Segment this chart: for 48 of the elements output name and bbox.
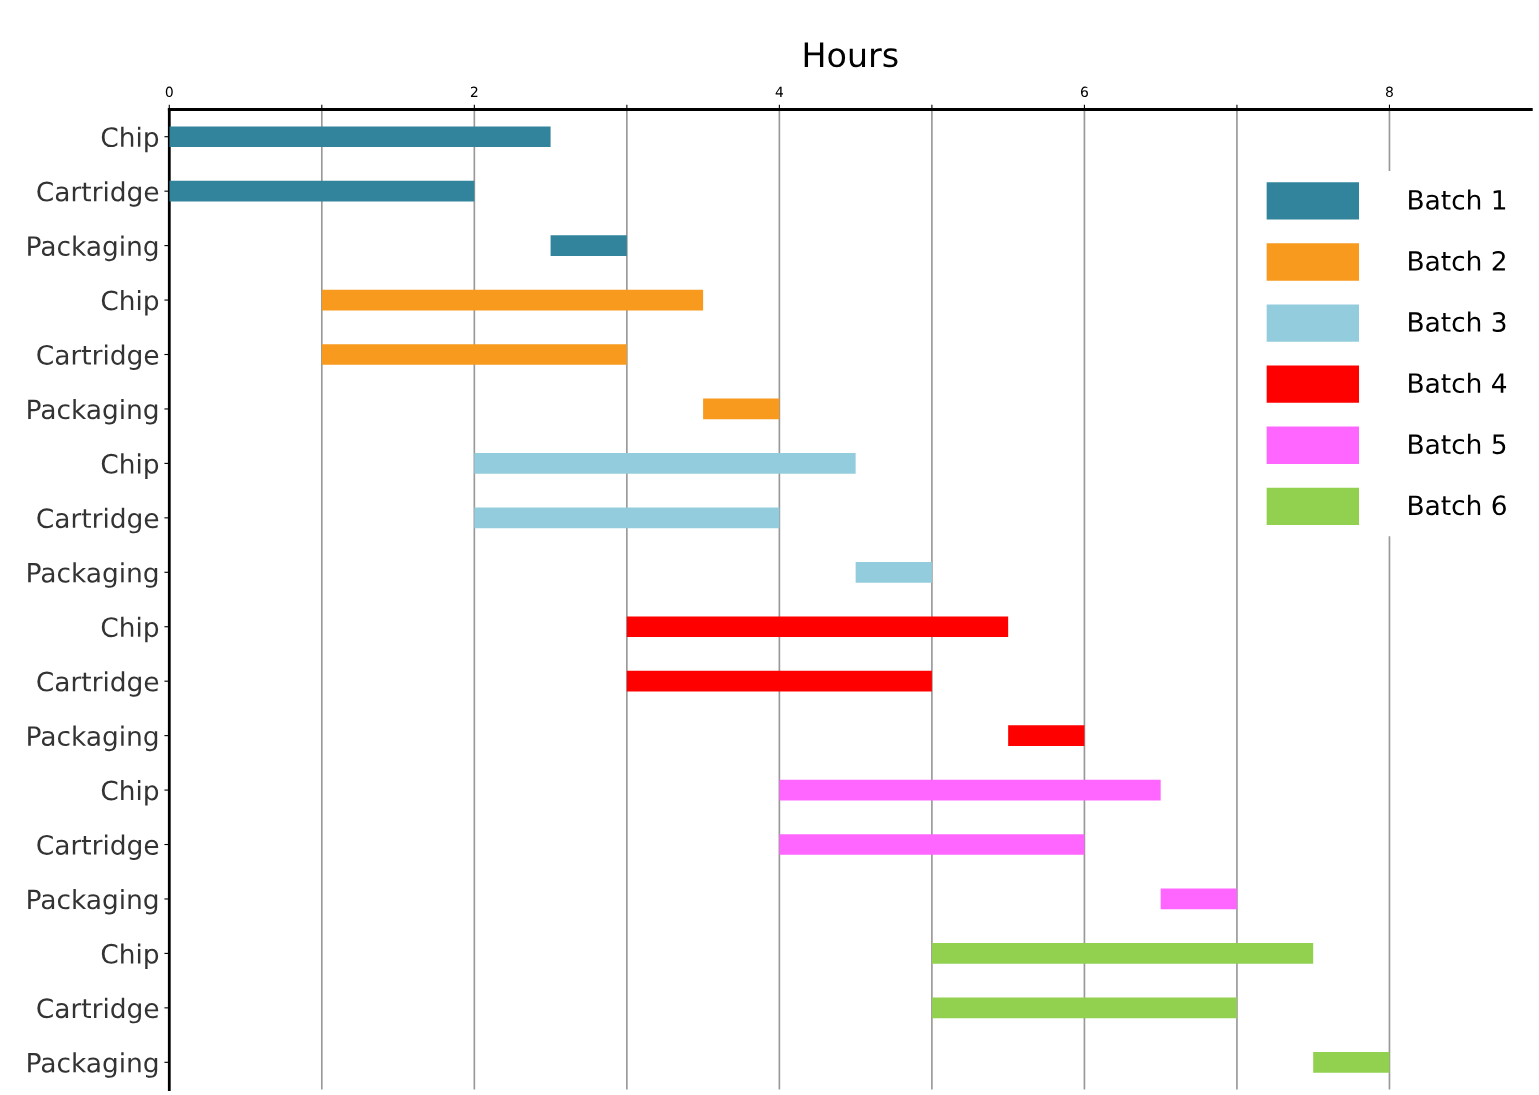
x-tick-label: 2 xyxy=(470,86,478,97)
bar xyxy=(321,344,627,365)
y-tick-label: Packaging xyxy=(28,562,158,588)
bar xyxy=(169,180,475,202)
bar xyxy=(1313,1051,1390,1073)
legend-label: Batch 6 xyxy=(1409,494,1506,516)
y-tick-label: Cartridge xyxy=(37,181,159,207)
y-tick-label: Cartridge xyxy=(37,997,159,1024)
y-tick-label: Chip xyxy=(101,616,159,643)
y-tick-label: Cartridge xyxy=(37,834,159,861)
legend-label: Batch 3 xyxy=(1409,311,1506,332)
bar xyxy=(931,997,1237,1019)
bar xyxy=(931,943,1314,964)
bar xyxy=(474,507,780,529)
x-tick-label: 0 xyxy=(165,86,173,98)
bar xyxy=(1160,888,1237,910)
y-tick-label: Chip xyxy=(101,290,159,316)
legend-label: Batch 1 xyxy=(1409,189,1506,210)
y-tick-label: Packaging xyxy=(28,725,158,752)
bar xyxy=(474,453,856,474)
bar xyxy=(779,834,1085,855)
bar xyxy=(779,779,1161,801)
bar xyxy=(321,289,704,311)
x-tick-label: 8 xyxy=(1385,86,1393,98)
y-tick-label: Chip xyxy=(101,453,159,479)
y-tick-label: Cartridge xyxy=(37,507,159,534)
legend-label: Batch 4 xyxy=(1409,372,1507,394)
x-axis-title: Hours xyxy=(804,42,898,68)
y-tick-label: Cartridge xyxy=(37,671,159,697)
y-tick-label: Packaging xyxy=(28,888,158,915)
y-tick-label: Cartridge xyxy=(37,344,159,371)
bar xyxy=(626,616,1009,638)
bar xyxy=(855,561,932,583)
y-tick-label: Chip xyxy=(101,126,159,153)
legend-label: Batch 5 xyxy=(1409,433,1506,455)
bar xyxy=(550,235,627,256)
bar xyxy=(1008,725,1085,746)
y-tick-label: Packaging xyxy=(28,1052,158,1078)
y-tick-label: Packaging xyxy=(28,235,158,262)
y-tick-label: Chip xyxy=(101,780,159,806)
legend-label: Batch 2 xyxy=(1409,250,1505,271)
y-tick-label: Packaging xyxy=(28,398,158,425)
y-tick-label: Chip xyxy=(101,943,159,969)
x-tick-label: 6 xyxy=(1080,86,1088,98)
bar xyxy=(703,398,780,420)
bar xyxy=(169,126,551,148)
bar xyxy=(626,670,932,692)
x-tick-label: 4 xyxy=(775,86,784,97)
